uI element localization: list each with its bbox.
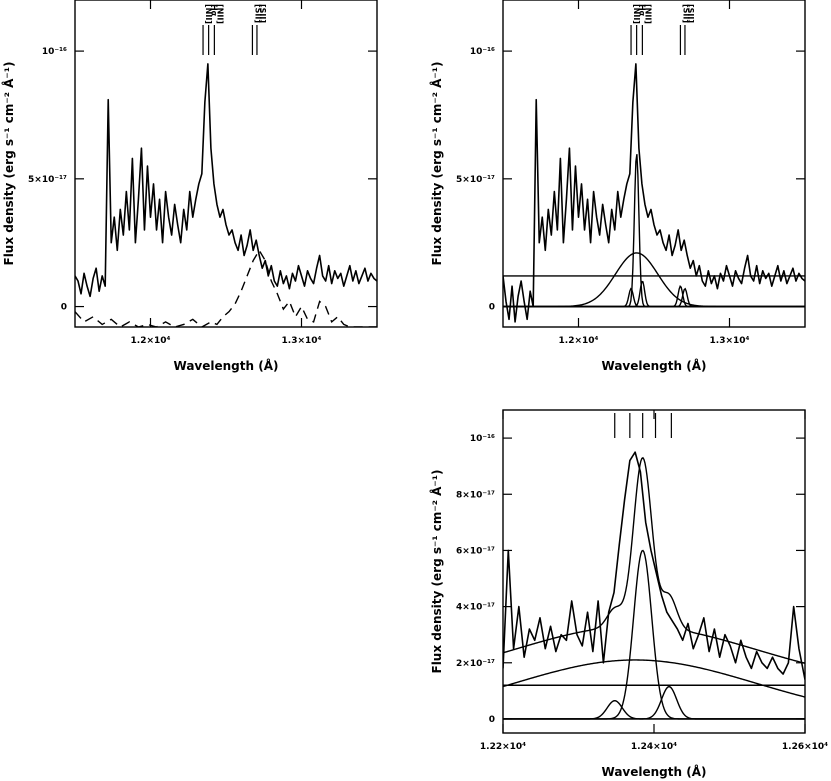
x-axis-title: Wavelength (Å) — [602, 358, 707, 373]
y-tick-label: 0 — [61, 303, 67, 313]
model-fit-line — [503, 456, 805, 664]
y-tick-label: 0 — [489, 303, 495, 313]
x-tick-label: 1.2×10⁴ — [559, 336, 599, 346]
y-tick-label: 8×10⁻¹⁷ — [456, 490, 495, 500]
y-tick-label: 10⁻¹⁶ — [470, 434, 495, 444]
plot-area — [503, 63, 805, 323]
y-tick-label: 5×10⁻¹⁷ — [456, 175, 495, 185]
x-axis-title: Wavelength (Å) — [174, 358, 279, 373]
line-id-label: [NII] — [632, 4, 641, 24]
y-tick-label: 2×10⁻¹⁷ — [456, 659, 495, 669]
y-tick-label: 4×10⁻¹⁷ — [456, 603, 495, 613]
line-id-label: [SII] — [253, 4, 262, 23]
spectrum-line — [503, 63, 805, 323]
line-id-label: Hα — [638, 4, 647, 17]
y-axis-title: Flux density (erg s⁻¹ cm⁻² Å⁻¹) — [429, 62, 444, 266]
plot-frame — [502, 0, 806, 328]
x-tick-label: 1.26×10⁴ — [782, 742, 828, 752]
y-axis-title: Flux density (erg s⁻¹ cm⁻² Å⁻¹) — [429, 470, 444, 674]
chart-panel-top-right: 1.2×10⁴ 1.3×10⁴ 0 5×10⁻¹⁷ 10⁻¹⁶ Wavelength (Å… — [429, 0, 806, 373]
gaussian-component — [503, 699, 805, 720]
plot-area — [503, 451, 805, 720]
y-tick-label: 5×10⁻¹⁷ — [28, 175, 67, 185]
spectrum-line — [75, 63, 377, 298]
plot-area — [75, 63, 377, 327]
chart-panel-top-left: 1.2×10⁴ 1.3×10⁴ 0 5×10⁻¹⁷ 10⁻¹⁶ Wavelength (Å… — [1, 0, 378, 373]
plot-frame — [74, 0, 378, 328]
gaussian-component — [503, 284, 805, 308]
gaussian-component — [503, 280, 805, 308]
y-tick-label: 10⁻¹⁶ — [42, 47, 67, 57]
line-id-label: [NII] — [204, 4, 213, 24]
line-id-label: [SII] — [686, 4, 695, 23]
line-id-label: Hα — [210, 4, 219, 17]
x-tick-label: 1.2×10⁴ — [131, 336, 171, 346]
gaussian-component — [503, 287, 805, 308]
x-tick-label: 1.3×10⁴ — [710, 336, 750, 346]
gaussian-component — [503, 287, 805, 308]
y-tick-label: 6×10⁻¹⁷ — [456, 546, 495, 556]
gaussian-component — [503, 659, 805, 698]
line-id-label: [NII] — [215, 4, 224, 24]
chart-panel-bottom-right: 1.22×10⁴ 1.24×10⁴ 1.26×10⁴ 0 2×10⁻¹⁷ 4×10⁻¹⁷ 6… — [429, 409, 828, 779]
line-id-label: [SII] — [258, 4, 267, 23]
y-axis-title: Flux density (erg s⁻¹ cm⁻² Å⁻¹) — [1, 62, 16, 266]
gaussian-component — [503, 685, 805, 720]
error-spectrum-line — [75, 248, 377, 327]
x-axis-title: Wavelength (Å) — [602, 764, 707, 779]
x-tick-label: 1.22×10⁴ — [480, 742, 526, 752]
x-tick-label: 1.24×10⁴ — [631, 742, 677, 752]
x-tick-label: 1.3×10⁴ — [282, 336, 322, 346]
y-tick-label: 0 — [489, 715, 495, 725]
line-id-label: [SII] — [681, 4, 690, 23]
y-tick-label: 10⁻¹⁶ — [470, 47, 495, 57]
line-id-label: [NII] — [643, 4, 652, 24]
